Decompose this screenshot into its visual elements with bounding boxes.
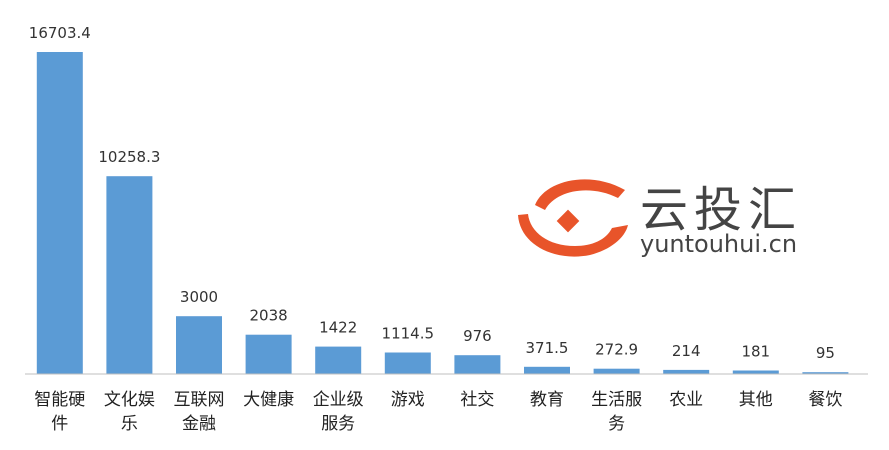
bars-group (36, 52, 849, 374)
category-label-7-line-0: 教育 (530, 390, 564, 410)
category-label-2-line-1: 金融 (182, 414, 216, 434)
brand-url: yuntouhui.cn (640, 230, 797, 258)
value-label-10: 181 (741, 343, 770, 361)
bar-1 (106, 176, 153, 374)
bar-3 (245, 334, 292, 374)
value-label-2: 3000 (180, 288, 218, 306)
category-label-9-line-0: 农业 (669, 390, 703, 410)
value-label-5: 1114.5 (382, 325, 435, 343)
value-labels-group: 16703.4 10258.3 3000 2038 1422 1114.5 976 371.5… (29, 24, 835, 362)
logo-swoosh-top-icon (535, 179, 625, 210)
bar-7 (524, 366, 570, 374)
bar-6 (454, 355, 501, 374)
value-label-9: 214 (672, 342, 701, 360)
value-label-11: 95 (816, 344, 835, 362)
logo-swoosh-bottom-icon (518, 214, 628, 257)
value-label-6: 976 (463, 327, 492, 345)
category-label-4-line-1: 服务 (321, 414, 355, 434)
category-label-0-line-1: 件 (51, 414, 68, 434)
brand-name: 云投汇 (640, 182, 802, 238)
category-label-1-line-0: 文化娱 (104, 390, 155, 410)
logo-diamond-icon (556, 209, 580, 233)
category-label-11-line-0: 餐饮 (808, 390, 842, 410)
value-label-7: 371.5 (526, 339, 569, 357)
bar-2 (176, 316, 222, 374)
category-label-3-line-0: 大健康 (243, 390, 294, 410)
category-label-6-line-0: 社交 (460, 390, 494, 410)
bar-11 (802, 372, 849, 374)
value-label-0: 16703.4 (29, 24, 91, 42)
value-label-4: 1422 (319, 319, 357, 337)
category-label-4-line-0: 企业级 (313, 390, 364, 410)
value-label-8: 272.9 (595, 341, 638, 359)
bar-8 (593, 368, 640, 374)
category-label-5-line-0: 游戏 (391, 390, 425, 410)
bar-4 (315, 346, 362, 374)
category-label-10-line-0: 其他 (739, 390, 773, 410)
value-label-3: 2038 (250, 307, 288, 325)
bar-5 (384, 352, 431, 374)
category-label-1-line-1: 乐 (121, 414, 138, 434)
bar-9 (663, 369, 710, 374)
bar-10 (732, 370, 779, 374)
brand-logo: 云投汇 yuntouhui.cn (518, 179, 802, 258)
category-label-8-line-1: 务 (608, 414, 625, 434)
category-label-2-line-0: 互联网 (174, 390, 225, 410)
category-label-0-line-0: 智能硬 (34, 390, 85, 410)
value-label-1: 10258.3 (98, 148, 160, 166)
category-label-8-line-0: 生活服 (591, 390, 642, 410)
bar-0 (36, 52, 83, 374)
